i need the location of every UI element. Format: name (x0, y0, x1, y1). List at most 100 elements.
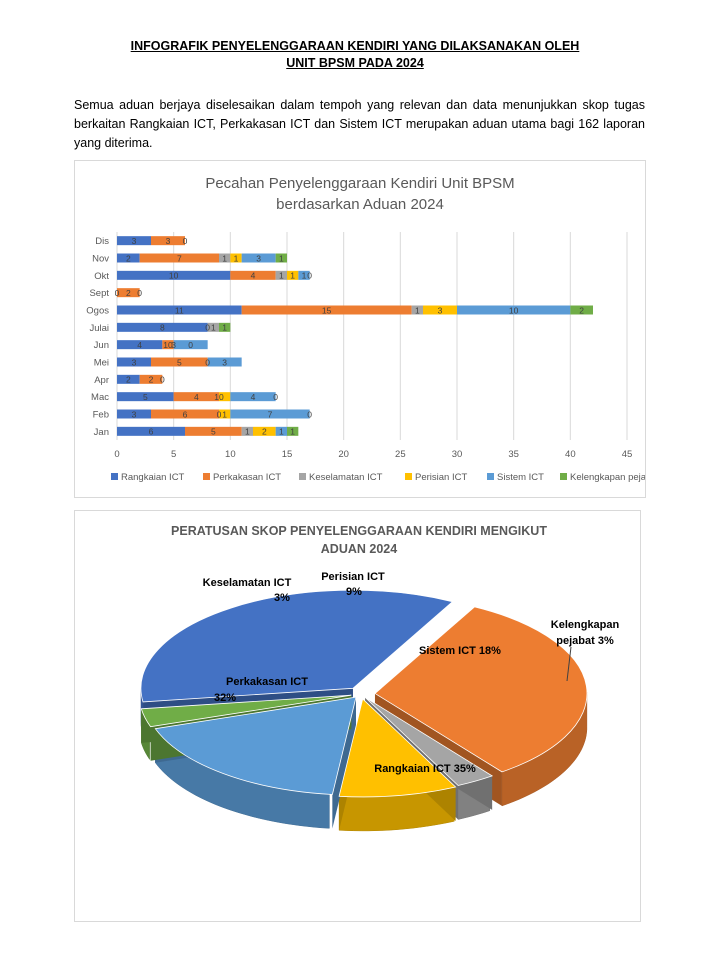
bar-segment (298, 270, 310, 280)
bar-data-label: 0 (137, 288, 142, 298)
bar-data-label: 1 (302, 271, 307, 281)
bar-data-label: 5 (177, 357, 182, 367)
pie-label-keselamatan-line2: 3% (274, 592, 290, 604)
bar-data-label: 3 (166, 236, 171, 246)
bar-segment (173, 340, 208, 350)
bar-segment (117, 409, 151, 419)
bar-data-label: 5 (143, 392, 148, 402)
bar-segment (219, 322, 231, 332)
bar-data-label: 15 (322, 305, 332, 315)
bar-segment (151, 409, 219, 419)
bar-segment (275, 270, 287, 280)
bar-data-label: 0 (273, 392, 278, 402)
bar-chart-title-line2: berdasarkan Aduan 2024 (276, 196, 444, 213)
bar-segment (117, 340, 163, 350)
bar-category-label: Nov (92, 254, 109, 265)
bar-segment (117, 305, 242, 315)
bar-data-label: 0 (205, 357, 210, 367)
bar-x-tick-label: 45 (622, 449, 633, 460)
pie-chart: PERATUSAN SKOP PENYELENGGARAAN KENDIRI M… (140, 524, 620, 832)
bar-chart-panel: Pecahan Penyelenggaraan Kendiri Unit BPS… (74, 160, 660, 498)
bar-legend-swatch (405, 473, 412, 480)
bar-category-label: Mei (94, 358, 109, 369)
bar-category-label: Ogos (86, 306, 109, 317)
bar-data-label: 3 (132, 409, 137, 419)
bar-segment (117, 392, 174, 402)
pie-chart-title-line1: PERATUSAN SKOP PENYELENGGARAAN KENDIRI M… (171, 524, 547, 538)
bar-data-label: 1 (290, 271, 295, 281)
document-title: INFOGRAFIK PENYELENGGARAAN KENDIRI YANG … (0, 38, 710, 72)
bar-segment (241, 305, 412, 315)
bar-segment (287, 426, 299, 436)
bar-data-label: 1 (211, 323, 216, 333)
bar-data-label: 2 (126, 253, 131, 263)
bar-data-label: 0 (183, 236, 188, 246)
bar-data-label: 0 (205, 323, 210, 333)
document-title-line2: UNIT BPSM PADA 2024 (286, 56, 424, 70)
bar-data-label: 8 (160, 323, 165, 333)
bar-category-label: Feb (93, 410, 109, 421)
bar-segment (457, 305, 571, 315)
bar-data-label: 0 (307, 271, 312, 281)
bar-x-tick-label: 15 (282, 449, 293, 460)
bar-legend-label: Keselamatan ICT (309, 472, 383, 483)
bar-data-label: 10 (163, 340, 173, 350)
bar-segment (139, 253, 219, 263)
bar-segment (151, 357, 208, 367)
bar-data-label: 4 (137, 340, 142, 350)
bar-category-label: Jan (94, 427, 109, 438)
bar-data-labels: 6 5 1 2 1 13 6 0 1 7 05 4 10 4 02 2 03 5 0 34 103 08 0 1 111 15 1 3… (115, 236, 585, 437)
bar-data-label: 2 (149, 375, 154, 385)
bar-segment (207, 357, 242, 367)
bar-segment (241, 253, 276, 263)
pie-slice (374, 606, 588, 773)
bar-chart-title-line1: Pecahan Penyelenggaraan Kendiri Unit BPS… (205, 175, 514, 192)
bar-data-label: 1 (279, 271, 284, 281)
pie-slice (364, 697, 494, 786)
bar-category-label: Jun (94, 340, 109, 351)
bar-segment (117, 288, 140, 298)
bar-data-label: 10 (214, 392, 224, 402)
pie-leader-line (566, 646, 572, 682)
bar-x-tick-label: 25 (395, 449, 406, 460)
bar-legend-label: Sistem ICT (497, 472, 544, 483)
pie-label-perkakasan-line2: 32% (214, 692, 236, 704)
bar-segment (117, 236, 151, 246)
bar-segment (219, 392, 231, 402)
pie-slice (154, 696, 357, 795)
bar-segment (162, 340, 174, 350)
bar-x-tick-label: 5 (171, 449, 176, 460)
bar-data-label: 1 (415, 305, 420, 315)
stacked-bar-chart: Pecahan Penyelenggaraan Kendiri Unit BPS… (86, 175, 660, 483)
bar-category-label: Okt (94, 271, 109, 282)
bar-data-label: 3 (438, 305, 443, 315)
pie-label-perisian-line1: Perisian ICT (321, 571, 385, 583)
bar-legend-label: Kelengkapan pejabat (570, 472, 645, 483)
bar-data-label: 3 (171, 340, 176, 350)
bar-data-label: 3 (222, 357, 227, 367)
bar-segment (219, 253, 231, 263)
bar-legend: Rangkaian ICT Perkakasan ICT Keselamatan I… (111, 472, 660, 483)
bar-segment (230, 392, 276, 402)
bar-legend-label: Perisian ICT (415, 472, 467, 483)
bar-segment (117, 322, 208, 332)
pie-label-kelengkapan-line2: pejabat 3% (556, 635, 614, 647)
bar-x-tick-label: 0 (114, 449, 119, 460)
pie-label-rangkaian: Rangkaian ICT 35% (374, 763, 476, 775)
bar-segment (253, 426, 276, 436)
bar-segment (219, 409, 231, 419)
bar-legend-label: Perkakasan ICT (213, 472, 281, 483)
bar-legend-swatch (299, 473, 306, 480)
bar-x-tick-label: 30 (452, 449, 463, 460)
bar-x-tick-label: 40 (565, 449, 576, 460)
bar-category-label: Apr (94, 375, 109, 386)
bar-data-label: 7 (268, 409, 273, 419)
bar-legend-label: Rangkaian ICT (121, 472, 185, 483)
bar-data-label: 1 (222, 409, 227, 419)
pie-label-perkakasan-line1: Perkakasan ICT (226, 676, 308, 688)
bar-data-label: 11 (175, 305, 184, 315)
pie-label-keselamatan-line1: Keselamatan ICT (203, 577, 292, 589)
bar-data-label: 3 (256, 253, 261, 263)
pie-slice (140, 694, 352, 728)
pie-chart-title-line2: ADUAN 2024 (321, 542, 397, 556)
